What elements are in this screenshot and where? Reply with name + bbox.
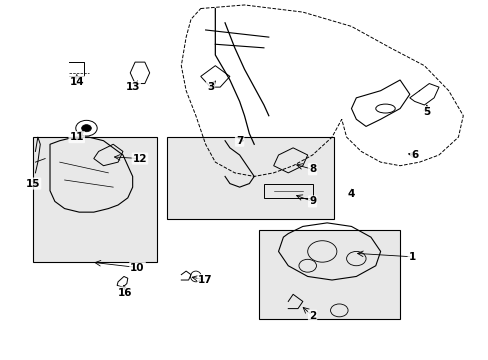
Text: 7: 7 [236, 136, 243, 146]
Text: 10: 10 [130, 262, 144, 273]
Bar [259, 230, 399, 319]
Bar [166, 137, 334, 219]
Circle shape [81, 125, 91, 132]
Text: 12: 12 [132, 154, 147, 163]
Text: 8: 8 [308, 164, 316, 174]
Text: 17: 17 [198, 275, 212, 285]
Text: 5: 5 [422, 107, 429, 117]
Bar [33, 137, 157, 262]
Text: 4: 4 [347, 189, 354, 199]
Text: 1: 1 [408, 252, 415, 262]
Bar [264, 184, 312, 198]
Text: 9: 9 [308, 197, 315, 206]
Text: 11: 11 [69, 132, 84, 142]
Text: 2: 2 [308, 311, 316, 321]
Text: 16: 16 [118, 288, 132, 297]
Text: 6: 6 [410, 150, 417, 160]
Text: 14: 14 [69, 77, 84, 87]
Text: 3: 3 [206, 82, 214, 92]
Text: 13: 13 [125, 82, 140, 92]
Text: 15: 15 [26, 179, 40, 189]
